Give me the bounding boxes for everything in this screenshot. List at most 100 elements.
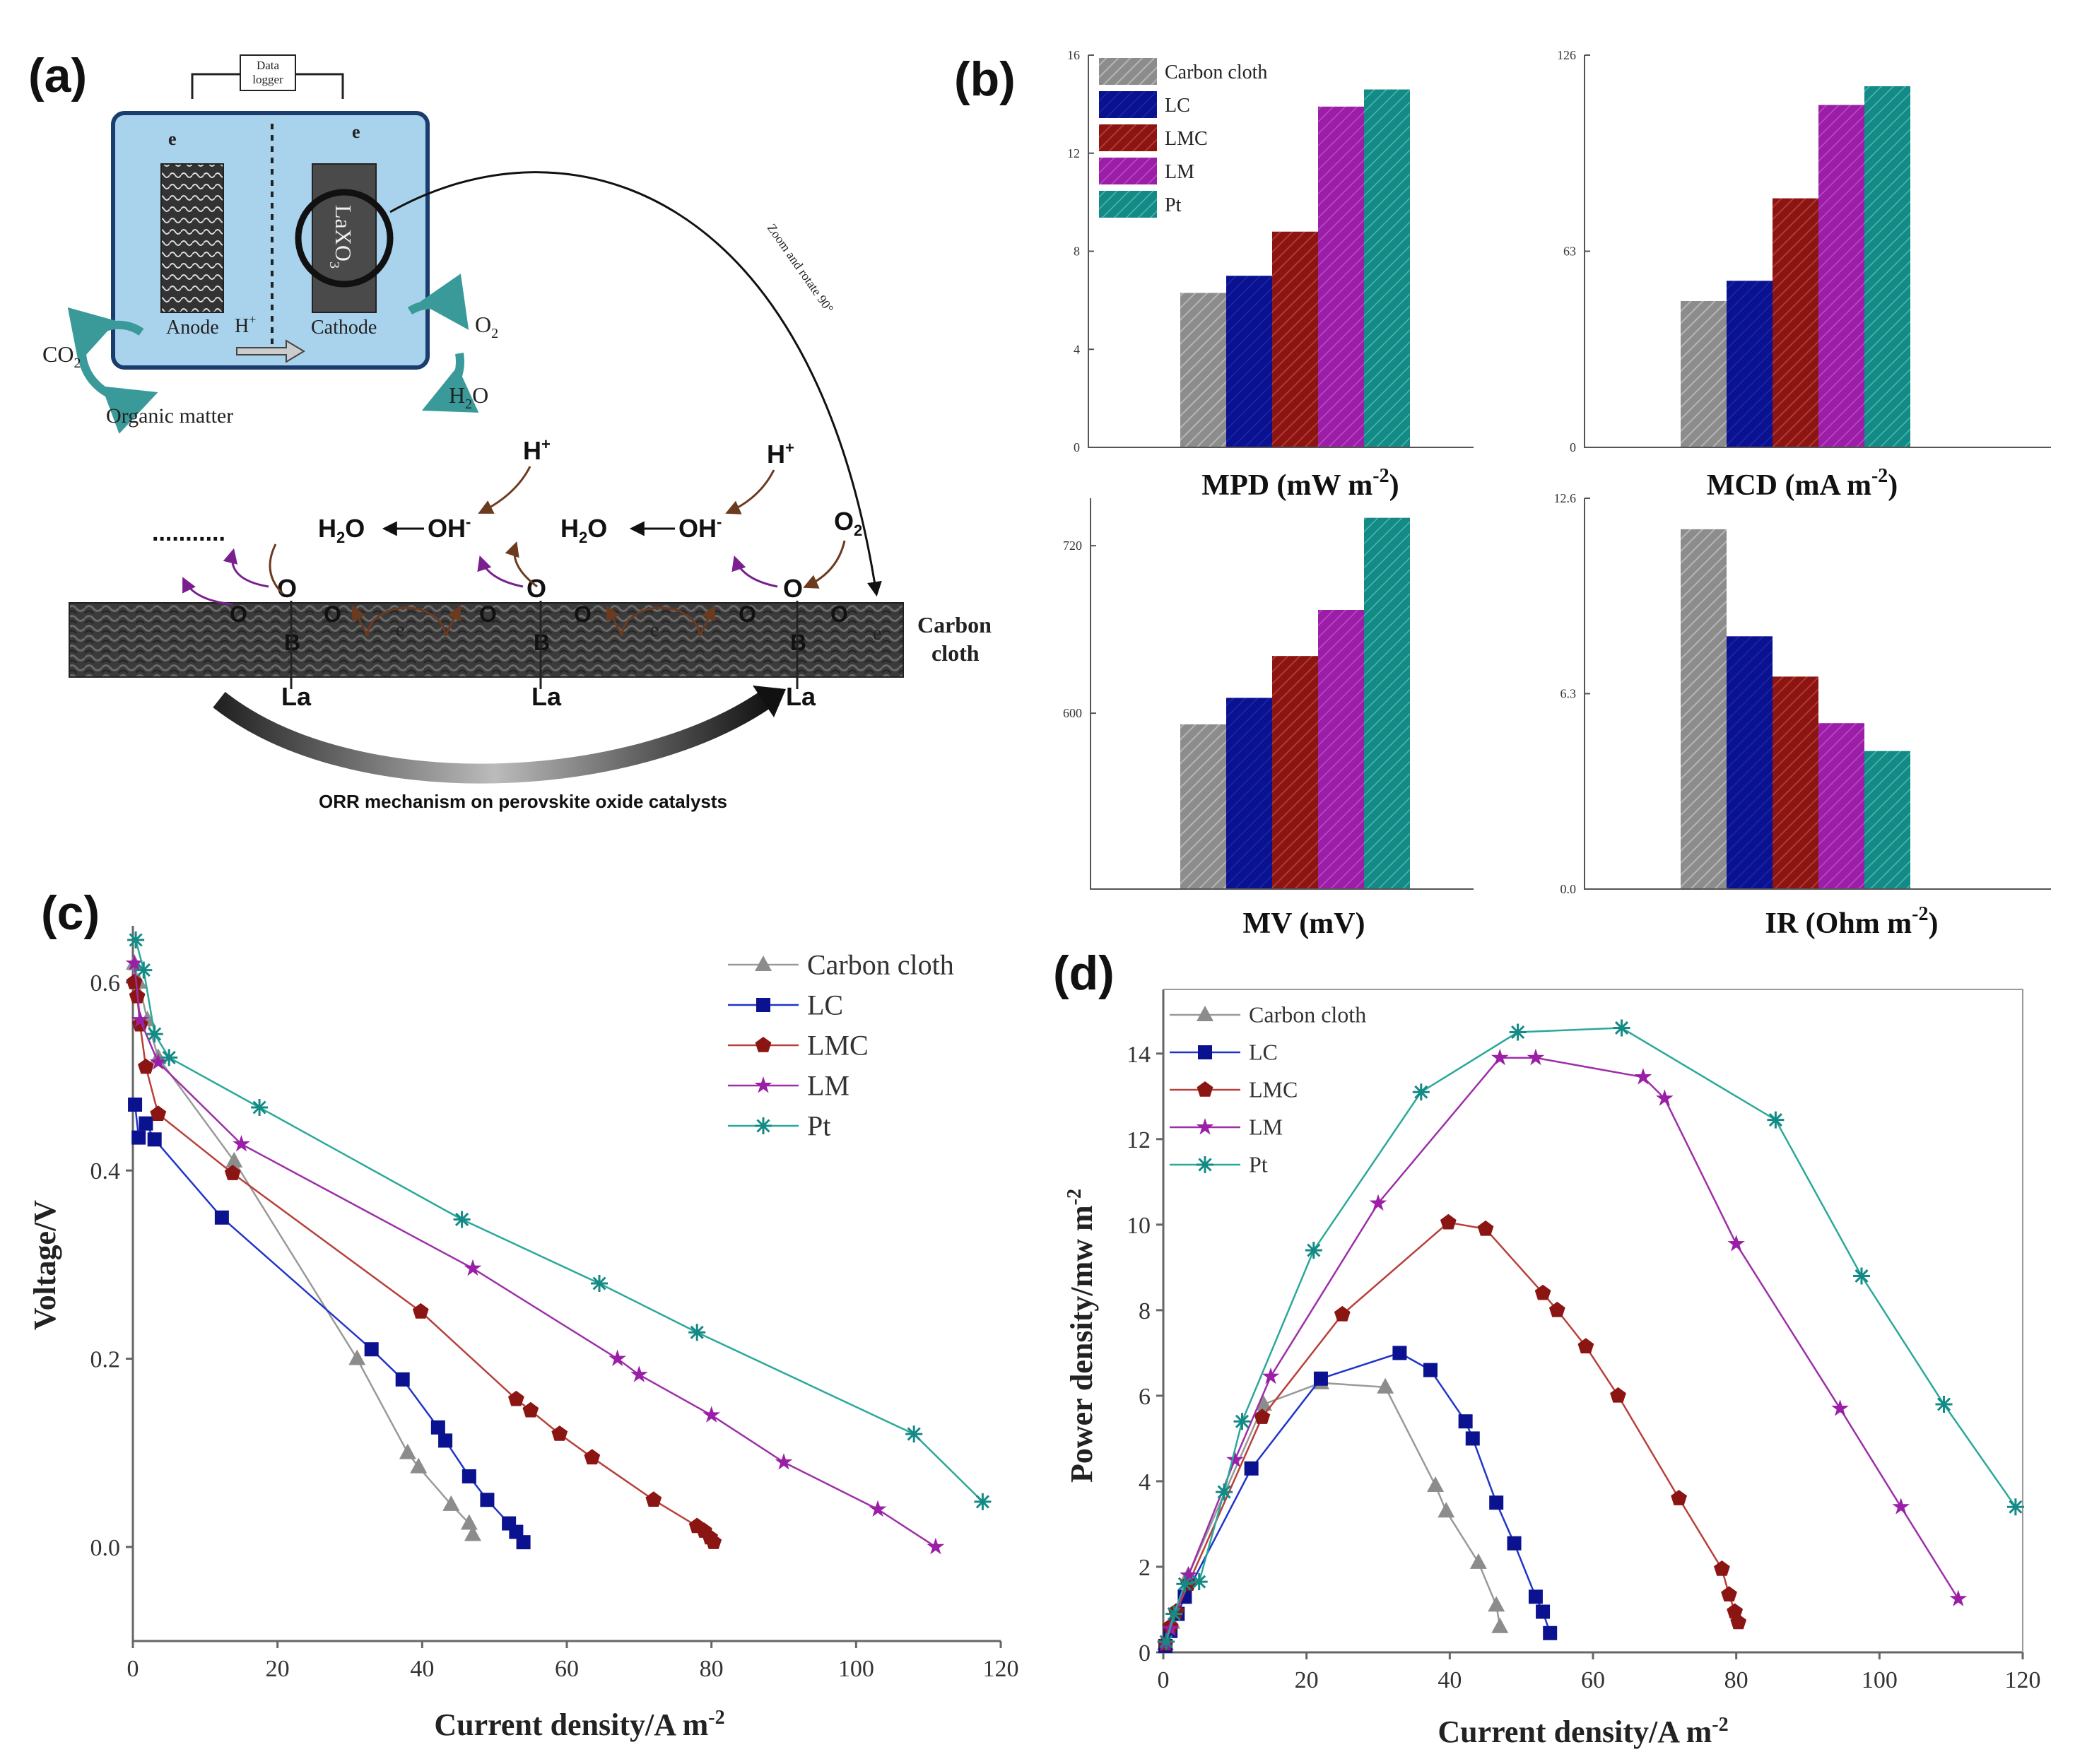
panel-d-power-density-chart: Current density/A m-2 Power density/mw m… (1064, 989, 2041, 1749)
c-point-lc (131, 1130, 146, 1145)
c-point-pt (135, 961, 153, 979)
d-point-lc (1423, 1363, 1438, 1377)
c-legend-label-lmc: LMC (807, 1029, 869, 1061)
d-point-lmc (1548, 1301, 1565, 1317)
c-xtick-label: 40 (410, 1656, 434, 1682)
site1-o-top: O (277, 574, 297, 603)
c-point-lmc (138, 1058, 154, 1074)
d-point-pt (1509, 1023, 1527, 1041)
c-xtick-label: 80 (700, 1656, 724, 1682)
d-point-pt (1613, 1019, 1630, 1037)
d-point-carbon-cloth (1438, 1502, 1455, 1518)
d-point-lm (1727, 1235, 1745, 1252)
b-mcd-bar-lmc (1773, 198, 1818, 447)
c-ytick-label: 0.0 (90, 1535, 121, 1561)
d-point-pt (1176, 1575, 1194, 1593)
bar-legend-label-pt: Pt (1165, 194, 1182, 216)
c-point-lc (462, 1469, 476, 1483)
hplus-2: H+ (767, 439, 794, 469)
electron-2: e (650, 619, 659, 641)
electron-cycles: e e e (352, 605, 881, 645)
d-point-lm (1226, 1450, 1244, 1468)
d-point-lm (1262, 1367, 1280, 1384)
b-mv-bar-lm (1318, 610, 1364, 889)
c-point-lc (147, 1132, 162, 1147)
mpd-title: MPD (mW m-2) (1201, 465, 1399, 502)
c-point-lmc (645, 1491, 662, 1507)
electron-1: e (396, 619, 404, 641)
b-mv-ytick-label: 720 (1063, 539, 1082, 553)
d-ytick-label: 14 (1127, 1042, 1151, 1068)
c-point-lmc (551, 1425, 568, 1441)
site2-o-top: O (527, 574, 546, 603)
d-xtick-label: 0 (1158, 1667, 1170, 1693)
d-xtick-label: 20 (1295, 1667, 1319, 1693)
data-logger-box (240, 54, 296, 91)
b-mcd-bar-carbon-cloth (1681, 300, 1727, 447)
b-mv-bar-pt (1364, 517, 1410, 889)
b-mpd-ytick-label: 4 (1074, 342, 1080, 356)
carbon-cloth-label-1: Carbon (917, 612, 992, 637)
d-point-lm (1892, 1498, 1910, 1515)
site3-la: La (786, 682, 816, 711)
c-point-lmc (150, 1105, 167, 1121)
c-point-lmc (584, 1449, 601, 1465)
site1-la: La (281, 682, 312, 711)
site3-o-top: O (783, 574, 803, 603)
c-legend-marker-pt (755, 1117, 772, 1134)
d-point-lc (1465, 1431, 1480, 1446)
c-point-carbon-cloth (410, 1457, 428, 1474)
b-mpd-bar-lc (1226, 276, 1272, 447)
c-point-lc (364, 1342, 379, 1357)
cathode-electrode (312, 163, 377, 313)
c-point-lmc (224, 1165, 241, 1180)
b-mv-bar-lmc (1272, 656, 1318, 889)
c-xtick-label: 60 (555, 1656, 579, 1682)
d-point-pt (1853, 1267, 1870, 1285)
d-point-lmc (1730, 1613, 1747, 1630)
data-logger-label-2: logger (252, 73, 283, 86)
c-ytick-label: 0.6 (90, 970, 121, 996)
d-point-lc (1543, 1625, 1558, 1640)
c-point-pt (127, 931, 145, 948)
c-point-lm (233, 1134, 250, 1152)
h2o-species-2: H2O (560, 514, 607, 546)
c-xtick-label: 120 (983, 1656, 1019, 1682)
b-ir-bar-lm (1818, 723, 1864, 889)
wire-anode (191, 73, 240, 99)
c-point-lmc (126, 973, 143, 989)
b-mcd-ytick-label: 0 (1570, 440, 1576, 454)
active-site-1: O O O B La (230, 574, 341, 711)
o2-species: O2 (834, 507, 862, 539)
d-xtick-label: 60 (1581, 1667, 1605, 1693)
c-point-lmc (508, 1390, 524, 1406)
d-ytick-label: 2 (1139, 1555, 1151, 1581)
c-legend-marker-lm (754, 1076, 772, 1093)
c-point-carbon-cloth (464, 1525, 481, 1541)
c-point-lmc (705, 1534, 722, 1549)
d-ytick-label: 8 (1139, 1298, 1151, 1324)
panel-label-b: (b) (954, 52, 1016, 106)
wire-cathode (295, 73, 344, 99)
c-point-lm (703, 1406, 720, 1423)
oh-species-2: OH- (678, 513, 722, 543)
d-xtick-label: 120 (2005, 1667, 2041, 1693)
d-point-lc (1313, 1371, 1328, 1386)
d-point-lc (1392, 1346, 1407, 1360)
c-point-lm (125, 954, 143, 971)
d-point-carbon-cloth (1254, 1395, 1272, 1411)
d-ylabel: Power density/mw m-2 (1064, 1189, 1099, 1483)
d-point-lm (1180, 1566, 1197, 1583)
c-point-lm (869, 1500, 887, 1517)
bar-chart-ir: 0.0 6.3 12.6 (1554, 491, 2051, 896)
d-point-lm (1634, 1068, 1652, 1085)
h2o-arrow (421, 353, 479, 413)
c-point-carbon-cloth (225, 1151, 243, 1168)
d-point-lc (1458, 1414, 1473, 1429)
b-ir-ytick-label: 0.0 (1560, 882, 1577, 896)
electron-cathode: e (352, 122, 360, 142)
c-point-lmc (522, 1401, 539, 1418)
c-ylabel: Voltage/V (28, 1200, 62, 1330)
b-mv-bar-lc (1226, 698, 1272, 889)
c-legend-marker-lmc (755, 1037, 772, 1052)
